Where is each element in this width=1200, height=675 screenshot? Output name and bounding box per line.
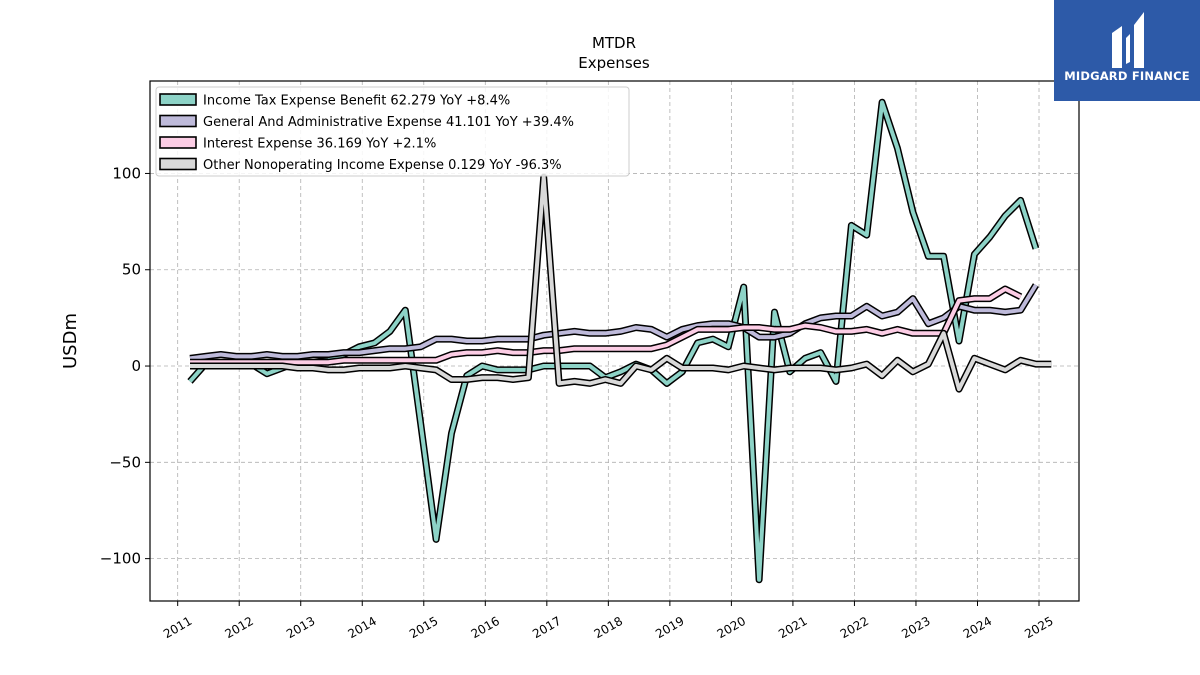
x-tick-label: 2015 [407, 614, 440, 641]
x-tick-label: 2021 [776, 614, 809, 641]
x-tick-label: 2025 [1022, 614, 1055, 641]
y-axis-label: USDm [60, 313, 81, 369]
x-tick-label: 2012 [222, 614, 255, 641]
series-line-1 [189, 283, 1039, 362]
y-tick-label: 0 [131, 357, 141, 375]
x-tick-label: 2020 [715, 614, 748, 641]
x-tick-label: 2016 [469, 614, 502, 641]
x-tick-label: 2022 [838, 614, 871, 641]
y-axis-ticks: 100 50 0 −50 −100 [100, 164, 150, 568]
series-line-stroke [190, 175, 1052, 392]
series-line-2 [190, 285, 1023, 366]
logo-mark-icon [1112, 12, 1144, 68]
x-tick-label: 2017 [530, 614, 563, 641]
plot-frame [149, 80, 1080, 602]
legend-box [155, 86, 630, 177]
x-axis-ticks: 2011 2012 2013 2014 2015 2016 2017 2018 2019 2020… [161, 601, 1056, 641]
legend: Income Tax Expense Benefit 62.279 YoY +8… [155, 86, 630, 177]
chart-subtitle: Expenses [578, 54, 650, 72]
y-tick-label: −50 [109, 453, 141, 471]
legend-entry-label: Other Nonoperating Income Expense 0.129 … [203, 158, 562, 173]
legend-swatch [159, 114, 197, 128]
series-line-3 [190, 173, 1052, 393]
series-layer [187, 98, 1052, 584]
logo-text: MIDGARD FINANCE [1064, 69, 1190, 83]
legend-swatch [159, 93, 197, 106]
x-tick-label: 2014 [346, 614, 379, 641]
y-tick-label: −100 [100, 550, 141, 568]
x-tick-label: 2023 [899, 614, 932, 641]
legend-swatch [159, 136, 197, 149]
x-tick-label: 2024 [961, 614, 994, 641]
legend-entry-label: Income Tax Expense Benefit 62.279 YoY +8… [203, 94, 510, 109]
legend-entry-label: General And Administrative Expense 41.10… [203, 115, 574, 130]
x-tick-label: 2018 [592, 614, 625, 641]
midgard-finance-logo: MIDGARD FINANCE [1054, 0, 1200, 101]
series-line-stroke [190, 287, 1022, 365]
chart-title: MTDR [592, 34, 636, 52]
x-tick-label: 2019 [653, 614, 686, 641]
x-tick-label: 2013 [284, 614, 317, 641]
series-line-stroke [189, 284, 1038, 361]
y-tick-label: 100 [112, 164, 141, 182]
x-tick-label: 2011 [161, 614, 194, 641]
legend-swatch [159, 157, 197, 171]
y-tick-label: 50 [122, 261, 141, 279]
legend-entry-label: Interest Expense 36.169 YoY +2.1% [203, 137, 436, 152]
